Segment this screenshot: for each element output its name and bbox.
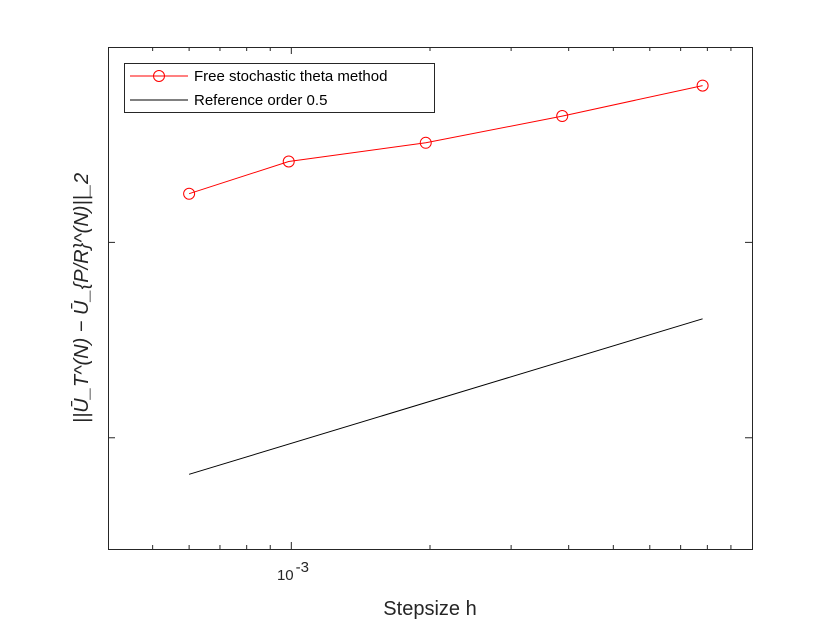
x-tick-label-exponent: -3 [296, 559, 309, 576]
tick-labels: 10 -3 [277, 559, 309, 584]
legend: Free stochastic theta method Reference o… [124, 63, 435, 113]
x-tick-label: 10 [277, 567, 294, 584]
y-axis-label-text: ||Ū_T^(N) − Ū_{P/R}^(N)||_2 [70, 173, 93, 423]
series-layer [183, 79, 709, 475]
data-point-free-stochastic-theta-method [696, 79, 709, 92]
data-point-free-stochastic-theta-method [183, 187, 196, 200]
legend-entry-reference-order: Reference order 0.5 [194, 92, 327, 109]
y-axis-label: ||Ū_T^(N) − Ū_{P/R}^(N)||_2 [70, 173, 93, 423]
x-axis-label: Stepsize h [383, 598, 476, 620]
legend-entry-free-stochastic-theta-method: Free stochastic theta method [194, 68, 387, 85]
major-ticks [108, 47, 752, 549]
data-point-free-stochastic-theta-method [419, 136, 432, 149]
legend-marker-free-stochastic-theta-method [153, 70, 165, 82]
minor-ticks [152, 47, 732, 549]
data-point-free-stochastic-theta-method [556, 110, 569, 123]
series-line-free-stochastic-theta-method [188, 85, 703, 195]
series-line-reference-order [188, 318, 703, 475]
data-point-free-stochastic-theta-method [282, 155, 295, 168]
axes-box [108, 47, 753, 550]
plot-area [108, 47, 752, 549]
legend-box [124, 63, 435, 113]
